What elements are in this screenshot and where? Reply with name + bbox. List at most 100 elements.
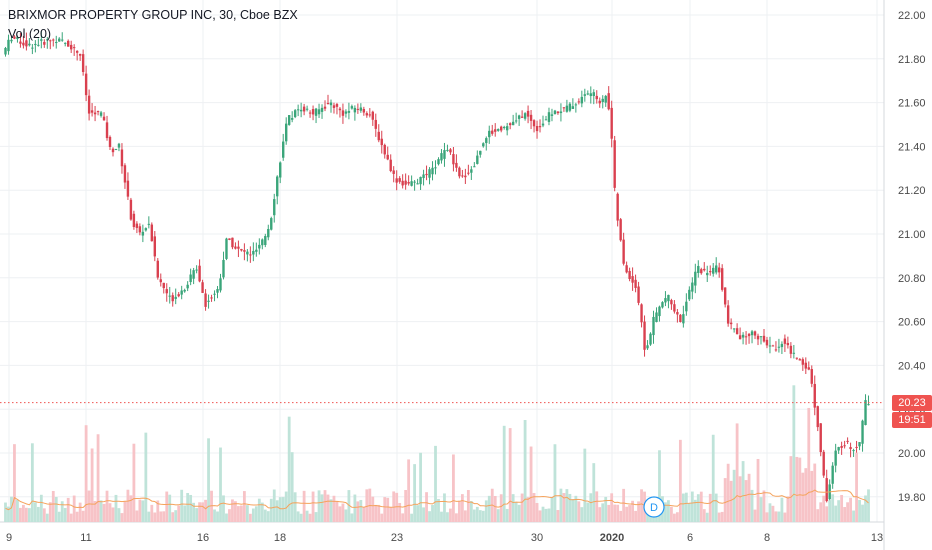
candle-body [813,383,816,408]
candle-body [455,162,458,168]
candle-body [204,293,207,307]
volume-bar [741,461,745,522]
candle-body [840,446,843,448]
volume-bar [401,513,405,522]
candle-body [747,333,751,337]
volume-bar [189,494,193,522]
candle-body [458,167,461,177]
volume-bar [867,489,870,522]
x-tick-label: 2020 [600,532,624,544]
volume-bar [807,407,811,522]
candle-body [628,270,631,279]
volume-bar [598,507,602,522]
dividend-marker-circle[interactable] [643,496,665,518]
volume-bar [126,489,130,522]
candle-body [852,450,855,452]
candle-body [410,181,413,186]
volume-bar [69,513,73,522]
candle-body [864,400,867,426]
candle-body [798,359,802,361]
volume-bar [550,497,554,522]
candle-body [688,289,691,300]
x-tick-label: 18 [274,532,286,544]
volume-bar [431,504,434,522]
candle-body [595,95,598,100]
candle-body [374,119,377,129]
volume-bar [266,511,270,522]
volume-bar [198,502,201,522]
candle-body [741,334,745,338]
candle-body [744,336,748,338]
volume-bar [762,490,766,522]
volume-bar [19,507,22,522]
candle-body [831,465,834,484]
volume-bar [819,502,823,522]
candle-body [308,112,312,114]
volume-bar [78,502,82,522]
candle-body [10,39,13,42]
candle-body [198,265,201,282]
volume-bar [290,452,294,522]
candle-body [819,423,822,453]
candle-body [55,42,58,44]
candle-body [120,149,124,167]
volume-bar [317,490,321,522]
candle-body [323,106,327,109]
candle-body [511,121,515,126]
candle-body [114,149,118,151]
candle-body [147,223,151,225]
candle-body [156,260,159,278]
dividend-marker[interactable]: D [643,496,665,518]
candle-body [807,367,810,370]
candle-body [843,445,846,447]
volume-bar [159,511,163,522]
volume-bar [141,500,145,522]
volume-bar [440,511,443,522]
y-tick-label: 19.80 [898,492,926,504]
volume-bar [350,513,354,522]
candle-body [299,109,303,112]
volume-indicator-label[interactable]: Vol (20) [8,27,52,41]
volume-bar [323,490,327,522]
candle-body [183,289,186,292]
y-tick-label: 20.60 [898,317,926,329]
volume-bar [858,499,861,522]
volume-bar [514,502,518,522]
volume-bar [583,448,587,522]
candle-body [479,150,482,155]
candle-body [502,126,506,129]
candle-body [801,359,805,365]
volume-bar [204,499,207,522]
volume-bar [27,508,31,522]
candle-body [861,420,864,444]
volume-bar [828,500,832,522]
candle-body [96,111,100,113]
volume-bar [135,510,139,522]
candle-body [141,231,145,236]
candle-body [87,95,91,114]
x-tick-label: 16 [197,532,209,544]
dividend-marker-label: D [650,502,658,514]
volume-bar [16,499,19,522]
candle-body [43,42,46,45]
volume-bar [24,507,28,522]
volume-bar [496,509,500,522]
candle-body [296,109,300,111]
volume-bar [13,444,16,522]
volume-bar [831,494,835,522]
candle-body [398,178,401,182]
volume-bar [544,508,548,522]
volume-bar [864,495,867,522]
candle-body [673,304,676,312]
candle-body [84,73,88,96]
candle-body [129,199,133,220]
candle-body [789,345,793,354]
volume-bar [658,450,661,522]
candle-body [601,98,604,103]
volume-bar [353,494,357,522]
volume-bar [517,504,521,522]
candle-body [222,259,225,278]
candle-body [706,272,709,276]
y-tick-label: 22.00 [898,10,926,22]
